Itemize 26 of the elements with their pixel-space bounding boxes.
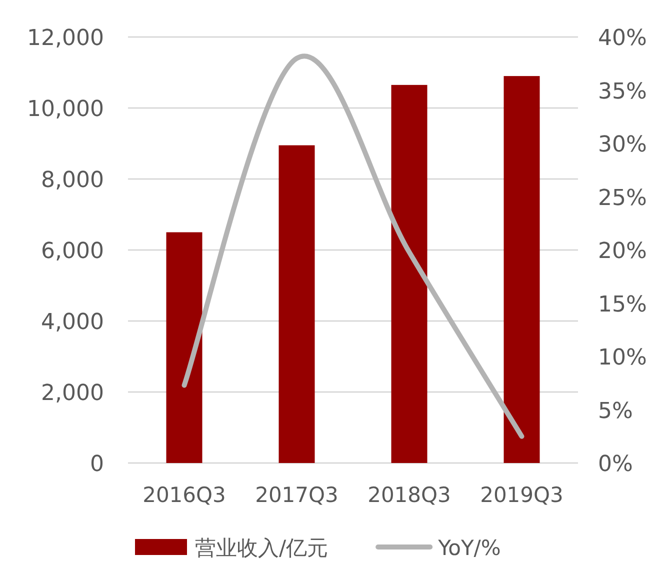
y-tick-label: 8,000 bbox=[41, 168, 104, 193]
x-tick-label: 2019Q3 bbox=[480, 483, 564, 507]
y2-tick-label: 40% bbox=[598, 26, 647, 51]
legend-label: 营业收入/亿元 bbox=[195, 536, 328, 560]
x-tick-label: 2018Q3 bbox=[368, 483, 451, 507]
y2-tick-label: 35% bbox=[598, 79, 647, 104]
y2-tick-label: 0% bbox=[598, 452, 633, 477]
y-tick-label: 4,000 bbox=[41, 310, 104, 335]
y2-tick-label: 30% bbox=[598, 132, 647, 158]
x-tick-label: 2016Q3 bbox=[142, 483, 226, 507]
y2-tick-label: 20% bbox=[598, 239, 647, 264]
y2-tick-label: 25% bbox=[598, 186, 647, 211]
y2-tick-label: 10% bbox=[598, 346, 647, 370]
bar bbox=[278, 145, 315, 463]
bar bbox=[391, 84, 428, 463]
bar bbox=[504, 76, 540, 463]
y-tick-label: 6,000 bbox=[41, 239, 104, 264]
bar bbox=[166, 232, 202, 463]
y-tick-label: 12,000 bbox=[27, 26, 104, 51]
x-tick-label: 2017Q3 bbox=[255, 483, 338, 507]
y-tick-label: 10,000 bbox=[27, 97, 104, 122]
y2-tick-label: 15% bbox=[598, 292, 647, 318]
y2-tick-label: 5% bbox=[598, 398, 633, 424]
y-tick-label: 2,000 bbox=[41, 381, 104, 406]
legend-label: YoY/% bbox=[437, 536, 501, 560]
y-tick-label: 0 bbox=[90, 452, 104, 477]
